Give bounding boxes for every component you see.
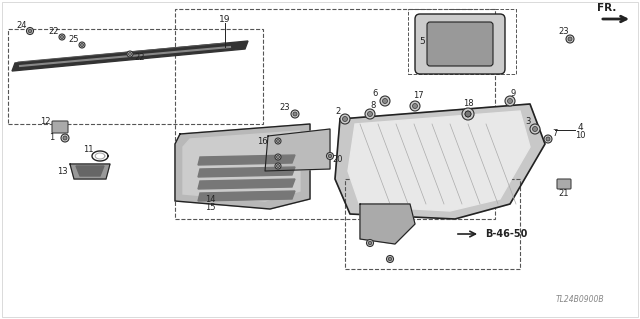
Circle shape	[465, 111, 471, 117]
Circle shape	[81, 43, 83, 47]
Polygon shape	[348, 111, 530, 211]
Circle shape	[275, 154, 281, 160]
Text: FR.: FR.	[597, 3, 616, 13]
Text: 6: 6	[372, 90, 378, 99]
Circle shape	[367, 240, 374, 247]
FancyBboxPatch shape	[557, 179, 571, 189]
Circle shape	[532, 127, 538, 131]
Text: 14: 14	[205, 195, 215, 204]
Polygon shape	[198, 179, 295, 189]
Text: 24: 24	[17, 20, 28, 29]
Text: 21: 21	[559, 189, 569, 198]
Circle shape	[505, 96, 515, 106]
Text: 19: 19	[220, 14, 231, 24]
Circle shape	[59, 34, 65, 40]
Circle shape	[276, 165, 280, 167]
Text: 9: 9	[510, 88, 516, 98]
Text: 2: 2	[335, 108, 340, 116]
Circle shape	[367, 112, 372, 116]
Polygon shape	[198, 155, 295, 165]
Polygon shape	[198, 191, 295, 201]
Circle shape	[410, 101, 420, 111]
Circle shape	[465, 111, 471, 117]
Text: 13: 13	[57, 167, 67, 175]
Circle shape	[276, 139, 280, 143]
Circle shape	[61, 35, 63, 39]
FancyBboxPatch shape	[415, 14, 505, 74]
Circle shape	[365, 109, 375, 119]
Circle shape	[387, 256, 394, 263]
Polygon shape	[12, 41, 248, 71]
Text: 23: 23	[559, 27, 570, 36]
Text: 16: 16	[257, 137, 268, 145]
Polygon shape	[198, 167, 295, 177]
Text: 17: 17	[413, 92, 423, 100]
Text: 18: 18	[463, 99, 474, 108]
Polygon shape	[70, 164, 110, 179]
Circle shape	[368, 241, 372, 245]
Circle shape	[61, 134, 69, 142]
Circle shape	[388, 257, 392, 261]
Circle shape	[63, 136, 67, 140]
Text: 5: 5	[419, 36, 425, 46]
Circle shape	[383, 99, 387, 103]
Circle shape	[275, 163, 281, 169]
FancyBboxPatch shape	[52, 121, 68, 133]
Polygon shape	[360, 204, 415, 244]
Circle shape	[293, 112, 297, 116]
Text: 15: 15	[205, 203, 215, 211]
Circle shape	[276, 155, 280, 159]
Circle shape	[28, 29, 32, 33]
Text: 23: 23	[280, 102, 291, 112]
Circle shape	[568, 37, 572, 41]
Polygon shape	[76, 166, 104, 176]
Text: 3: 3	[525, 117, 531, 127]
Polygon shape	[265, 129, 330, 171]
Circle shape	[530, 124, 540, 134]
Text: 1: 1	[49, 133, 54, 143]
Circle shape	[566, 35, 574, 43]
Circle shape	[380, 96, 390, 106]
Circle shape	[79, 42, 85, 48]
FancyBboxPatch shape	[427, 22, 493, 66]
Text: 7: 7	[552, 130, 557, 138]
Text: 10: 10	[575, 131, 585, 140]
Text: 4: 4	[577, 122, 583, 131]
Circle shape	[26, 27, 33, 34]
Polygon shape	[175, 124, 310, 209]
Text: 22: 22	[135, 54, 145, 63]
Polygon shape	[335, 104, 545, 219]
Circle shape	[462, 108, 474, 120]
Text: 25: 25	[68, 34, 79, 43]
Text: 12: 12	[40, 116, 51, 125]
Text: B-46-50: B-46-50	[485, 229, 527, 239]
Circle shape	[291, 110, 299, 118]
Circle shape	[546, 137, 550, 141]
Circle shape	[127, 51, 133, 57]
Circle shape	[508, 99, 513, 103]
Circle shape	[413, 103, 417, 108]
Text: TL24B0900B: TL24B0900B	[556, 294, 604, 303]
Text: 11: 11	[83, 145, 93, 154]
Circle shape	[340, 114, 350, 124]
Circle shape	[326, 152, 333, 160]
Polygon shape	[183, 131, 300, 201]
Text: 8: 8	[371, 101, 376, 110]
Circle shape	[275, 138, 281, 144]
Circle shape	[328, 154, 332, 158]
Text: 22: 22	[49, 26, 60, 35]
Circle shape	[544, 135, 552, 143]
Circle shape	[129, 53, 131, 56]
Circle shape	[342, 116, 348, 122]
Text: 20: 20	[333, 154, 343, 164]
